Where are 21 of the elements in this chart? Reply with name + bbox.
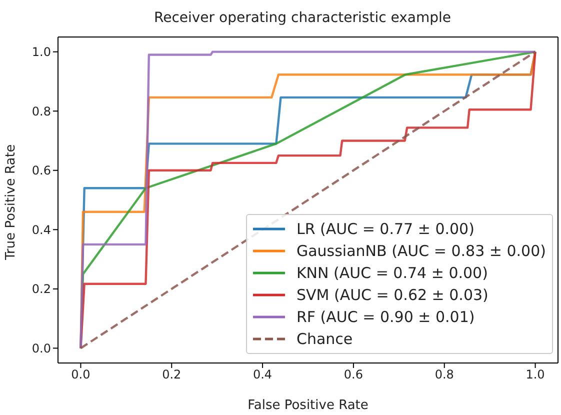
- legend-label: Chance: [296, 330, 353, 348]
- x-tick-label: 1.0: [526, 368, 545, 382]
- x-tick-label: 0.2: [162, 368, 182, 382]
- x-tick-label: 0.4: [253, 368, 272, 382]
- x-tick-label: 0.6: [344, 368, 363, 382]
- y-tick-label: 1.0: [32, 45, 51, 60]
- y-tick-label: 0.4: [32, 222, 51, 237]
- x-tick-label: 0.0: [71, 368, 90, 382]
- legend-label: KNN (AUC = 0.74 ± 0.00): [296, 264, 488, 282]
- y-axis-title: True Positive Rate: [4, 144, 19, 261]
- y-tick-label: 0.2: [32, 282, 51, 296]
- chart-title: Receiver operating characteristic example: [152, 10, 452, 26]
- legend-label: SVM (AUC = 0.62 ± 0.03): [296, 286, 488, 304]
- x-tick-label: 0.8: [434, 368, 454, 382]
- y-tick-label: 0.8: [32, 104, 51, 118]
- x-axis-title: False Positive Rate: [248, 398, 368, 413]
- legend-label: RF (AUC = 0.90 ± 0.01): [296, 308, 475, 326]
- y-tick-label: 0.0: [32, 341, 51, 356]
- y-tick-label: 0.6: [32, 164, 51, 178]
- legend-label: GaussianNB (AUC = 0.83 ± 0.00): [296, 242, 546, 260]
- legend-label: LR (AUC = 0.77 ± 0.00): [296, 220, 474, 238]
